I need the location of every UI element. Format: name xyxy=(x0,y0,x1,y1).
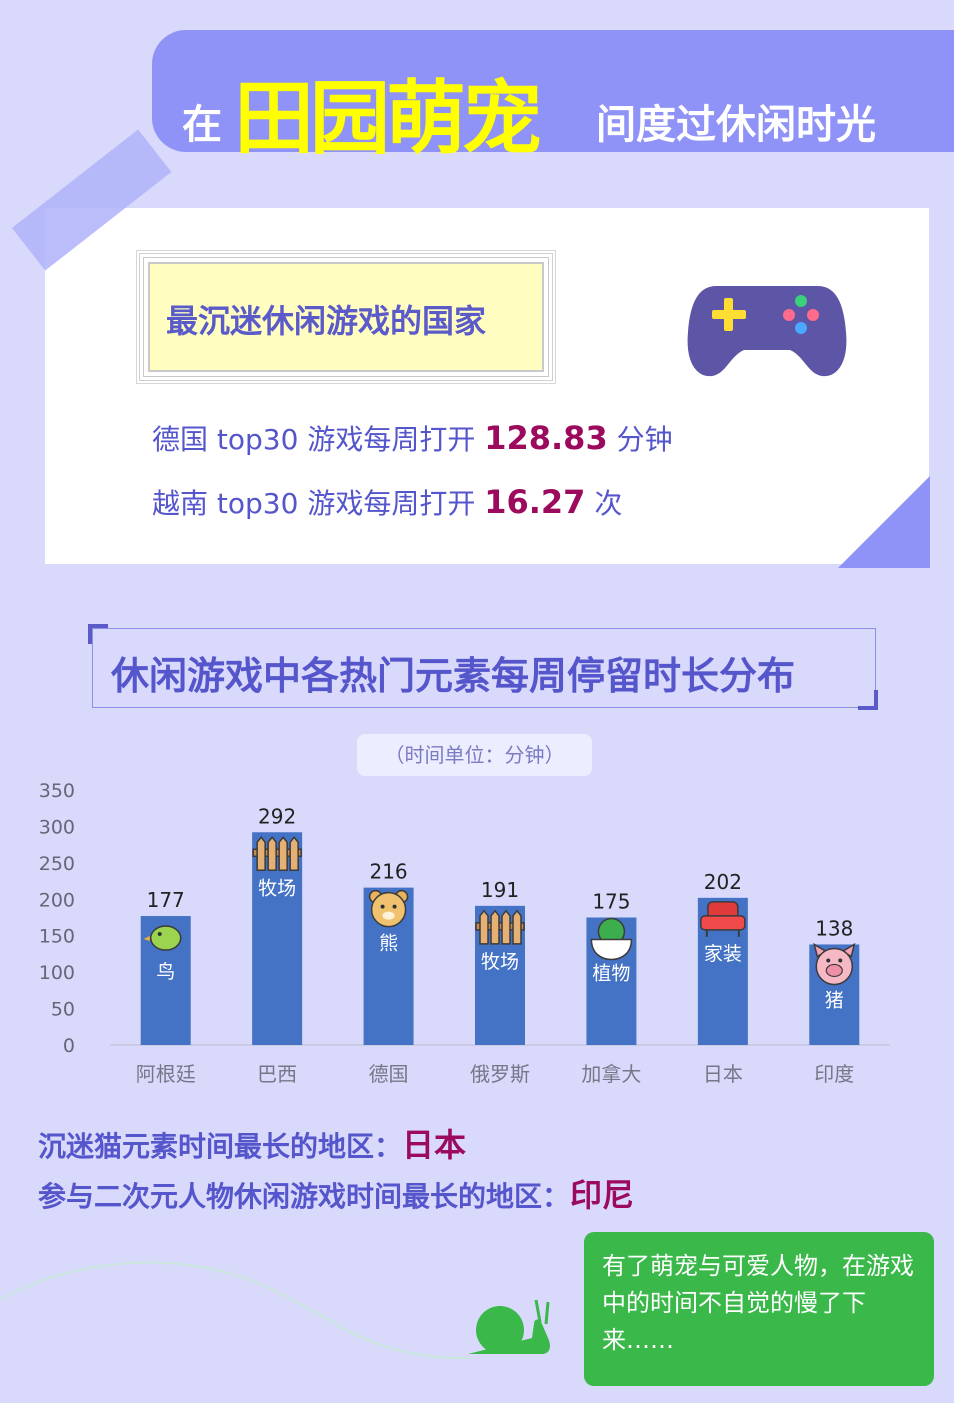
bar-element-label: 猪 xyxy=(825,989,844,1011)
page-fold xyxy=(838,476,930,568)
bar-element-label: 熊 xyxy=(379,933,398,955)
fence-icon xyxy=(252,836,302,872)
section-title: 休闲游戏中各热门元素每周停留时长分布 xyxy=(111,654,796,698)
y-tick-label: 300 xyxy=(39,816,75,838)
stat-vietnam-prefix: 越南 top30 游戏每周打开 xyxy=(152,487,485,520)
y-tick-label: 100 xyxy=(39,962,75,984)
bar-element-label: 牧场 xyxy=(258,877,296,899)
stat-vietnam-suffix: 次 xyxy=(585,487,623,520)
bar-value-label: 292 xyxy=(258,804,296,828)
note-cat: 沉迷猫元素时间最长的地区：日本 xyxy=(38,1120,466,1166)
cactus-icon xyxy=(590,917,633,961)
section-title-box: 休闲游戏中各热门元素每周停留时长分布 xyxy=(92,628,876,708)
bar-value-label: 202 xyxy=(704,870,742,894)
banner-post: 间度过休闲时光 xyxy=(596,102,876,148)
stat-germany: 德国 top30 游戏每周打开 128.83 分钟 xyxy=(152,418,673,458)
bar-element-label: 植物 xyxy=(592,963,630,985)
stat-vietnam: 越南 top30 游戏每周打开 16.27 次 xyxy=(152,482,622,522)
armchair-icon xyxy=(700,901,746,937)
x-category-label: 阿根廷 xyxy=(136,1062,196,1086)
corner-top-left xyxy=(88,624,108,644)
bar-element-label: 鸟 xyxy=(156,961,175,983)
gamepad-icon xyxy=(687,286,847,377)
y-tick-label: 250 xyxy=(39,853,75,875)
note-anime-text: 参与二次元人物休闲游戏时间最长的地区： xyxy=(38,1180,571,1213)
banner-pre: 在 xyxy=(182,102,222,148)
snail-icon xyxy=(468,1299,550,1354)
x-category-label: 日本 xyxy=(703,1062,743,1086)
x-category-label: 印度 xyxy=(814,1062,854,1086)
bar-value-label: 175 xyxy=(592,890,630,914)
wave-line-decoration xyxy=(0,1261,471,1360)
card-heading: 最沉迷休闲游戏的国家 xyxy=(166,302,487,340)
y-tick-label: 50 xyxy=(51,999,75,1021)
y-tick-label: 200 xyxy=(39,889,75,911)
pig-icon xyxy=(813,942,856,986)
y-tick-label: 150 xyxy=(39,926,75,948)
bear-icon xyxy=(368,889,409,928)
x-category-label: 德国 xyxy=(369,1062,409,1086)
bar-value-label: 216 xyxy=(369,860,407,884)
y-tick-label: 0 xyxy=(63,1035,75,1057)
note-anime: 参与二次元人物休闲游戏时间最长的地区：印尼 xyxy=(38,1170,634,1216)
banner-highlight: 田园萌宠 xyxy=(234,72,542,165)
unit-label: （时间单位：分钟） xyxy=(357,734,592,776)
bar-element-label: 牧场 xyxy=(481,951,519,973)
x-category-label: 加拿大 xyxy=(581,1062,641,1086)
bar-chart: 0 50 100 150 200 250 300 350 177 阿根廷 鸟 292 巴西 牧场 216 德国… xyxy=(39,780,890,1086)
stat-vietnam-value: 16.27 xyxy=(484,483,586,521)
stat-germany-suffix: 分钟 xyxy=(607,423,673,456)
speech-bubble: 有了萌宠与可爱人物，在游戏中的时间不自觉的慢了下来…… xyxy=(584,1232,934,1386)
stat-germany-value: 128.83 xyxy=(484,419,608,457)
fence-icon xyxy=(475,909,525,945)
bar-element-label: 家装 xyxy=(704,943,742,965)
card-heading-box: 最沉迷休闲游戏的国家 xyxy=(148,262,544,372)
note-cat-text: 沉迷猫元素时间最长的地区： xyxy=(38,1130,403,1163)
corner-bottom-right xyxy=(858,690,878,710)
x-category-label: 俄罗斯 xyxy=(470,1062,530,1086)
bar-value-label: 191 xyxy=(481,878,519,902)
bar-value-label: 138 xyxy=(815,916,853,940)
stat-germany-prefix: 德国 top30 游戏每周打开 xyxy=(152,423,485,456)
x-category-label: 巴西 xyxy=(257,1062,297,1086)
note-anime-value: 印尼 xyxy=(570,1176,635,1214)
title-banner: 在 田园萌宠 间度过休闲时光 xyxy=(152,30,954,165)
bird-icon xyxy=(143,925,182,951)
y-tick-label: 350 xyxy=(39,780,75,802)
note-cat-value: 日本 xyxy=(402,1126,467,1164)
bar-value-label: 177 xyxy=(147,888,185,912)
